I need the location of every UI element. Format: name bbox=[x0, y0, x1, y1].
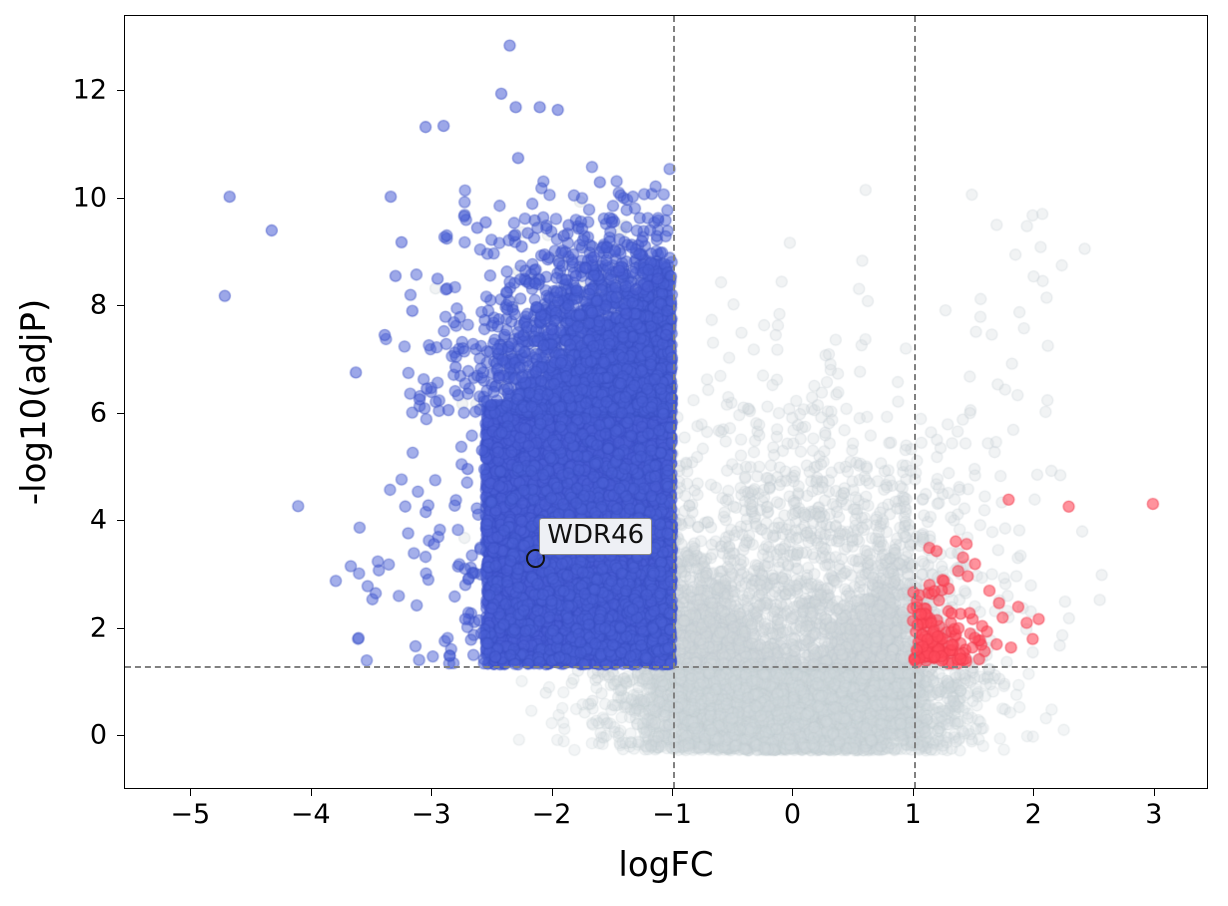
plot-area: WDR46 bbox=[124, 15, 1208, 789]
y-tick bbox=[117, 520, 124, 522]
y-tick-label: 4 bbox=[89, 504, 107, 536]
y-axis-title: -log10(adjP) bbox=[14, 298, 54, 506]
x-tick bbox=[672, 789, 674, 796]
y-tick-label: 0 bbox=[89, 719, 107, 751]
x-tick-label: −5 bbox=[170, 799, 211, 830]
x-tick bbox=[190, 789, 192, 796]
highlighted-gene-marker bbox=[525, 548, 545, 568]
x-tick-label: −3 bbox=[411, 799, 452, 830]
x-tick-label: 3 bbox=[1145, 799, 1163, 830]
y-tick bbox=[117, 412, 124, 414]
x-tick bbox=[1153, 789, 1155, 796]
y-tick bbox=[117, 197, 124, 199]
x-tick-label: 0 bbox=[783, 799, 802, 830]
y-tick-label: 12 bbox=[72, 74, 107, 106]
x-tick bbox=[1033, 789, 1035, 796]
y-tick-label: 8 bbox=[89, 289, 107, 321]
x-tick-label: 2 bbox=[1024, 799, 1042, 830]
scatter-canvas bbox=[125, 16, 1207, 788]
x-tick-label: −4 bbox=[290, 799, 331, 830]
y-tick bbox=[117, 735, 124, 737]
x-tick-label: 1 bbox=[904, 799, 922, 830]
y-tick-label: 2 bbox=[89, 612, 107, 644]
x-tick bbox=[551, 789, 553, 796]
x-tick bbox=[431, 789, 433, 796]
x-tick-label: −2 bbox=[531, 799, 572, 830]
x-tick bbox=[310, 789, 312, 796]
gene-label-wdr46: WDR46 bbox=[539, 518, 653, 556]
x-axis-title: logFC bbox=[618, 845, 714, 885]
y-tick-label: 10 bbox=[72, 182, 107, 214]
y-tick bbox=[117, 627, 124, 629]
x-tick-label: −1 bbox=[652, 799, 692, 830]
y-tick bbox=[117, 90, 124, 92]
y-tick-label: 6 bbox=[89, 397, 107, 429]
x-tick bbox=[912, 789, 914, 796]
y-tick bbox=[117, 305, 124, 307]
x-tick bbox=[792, 789, 794, 796]
